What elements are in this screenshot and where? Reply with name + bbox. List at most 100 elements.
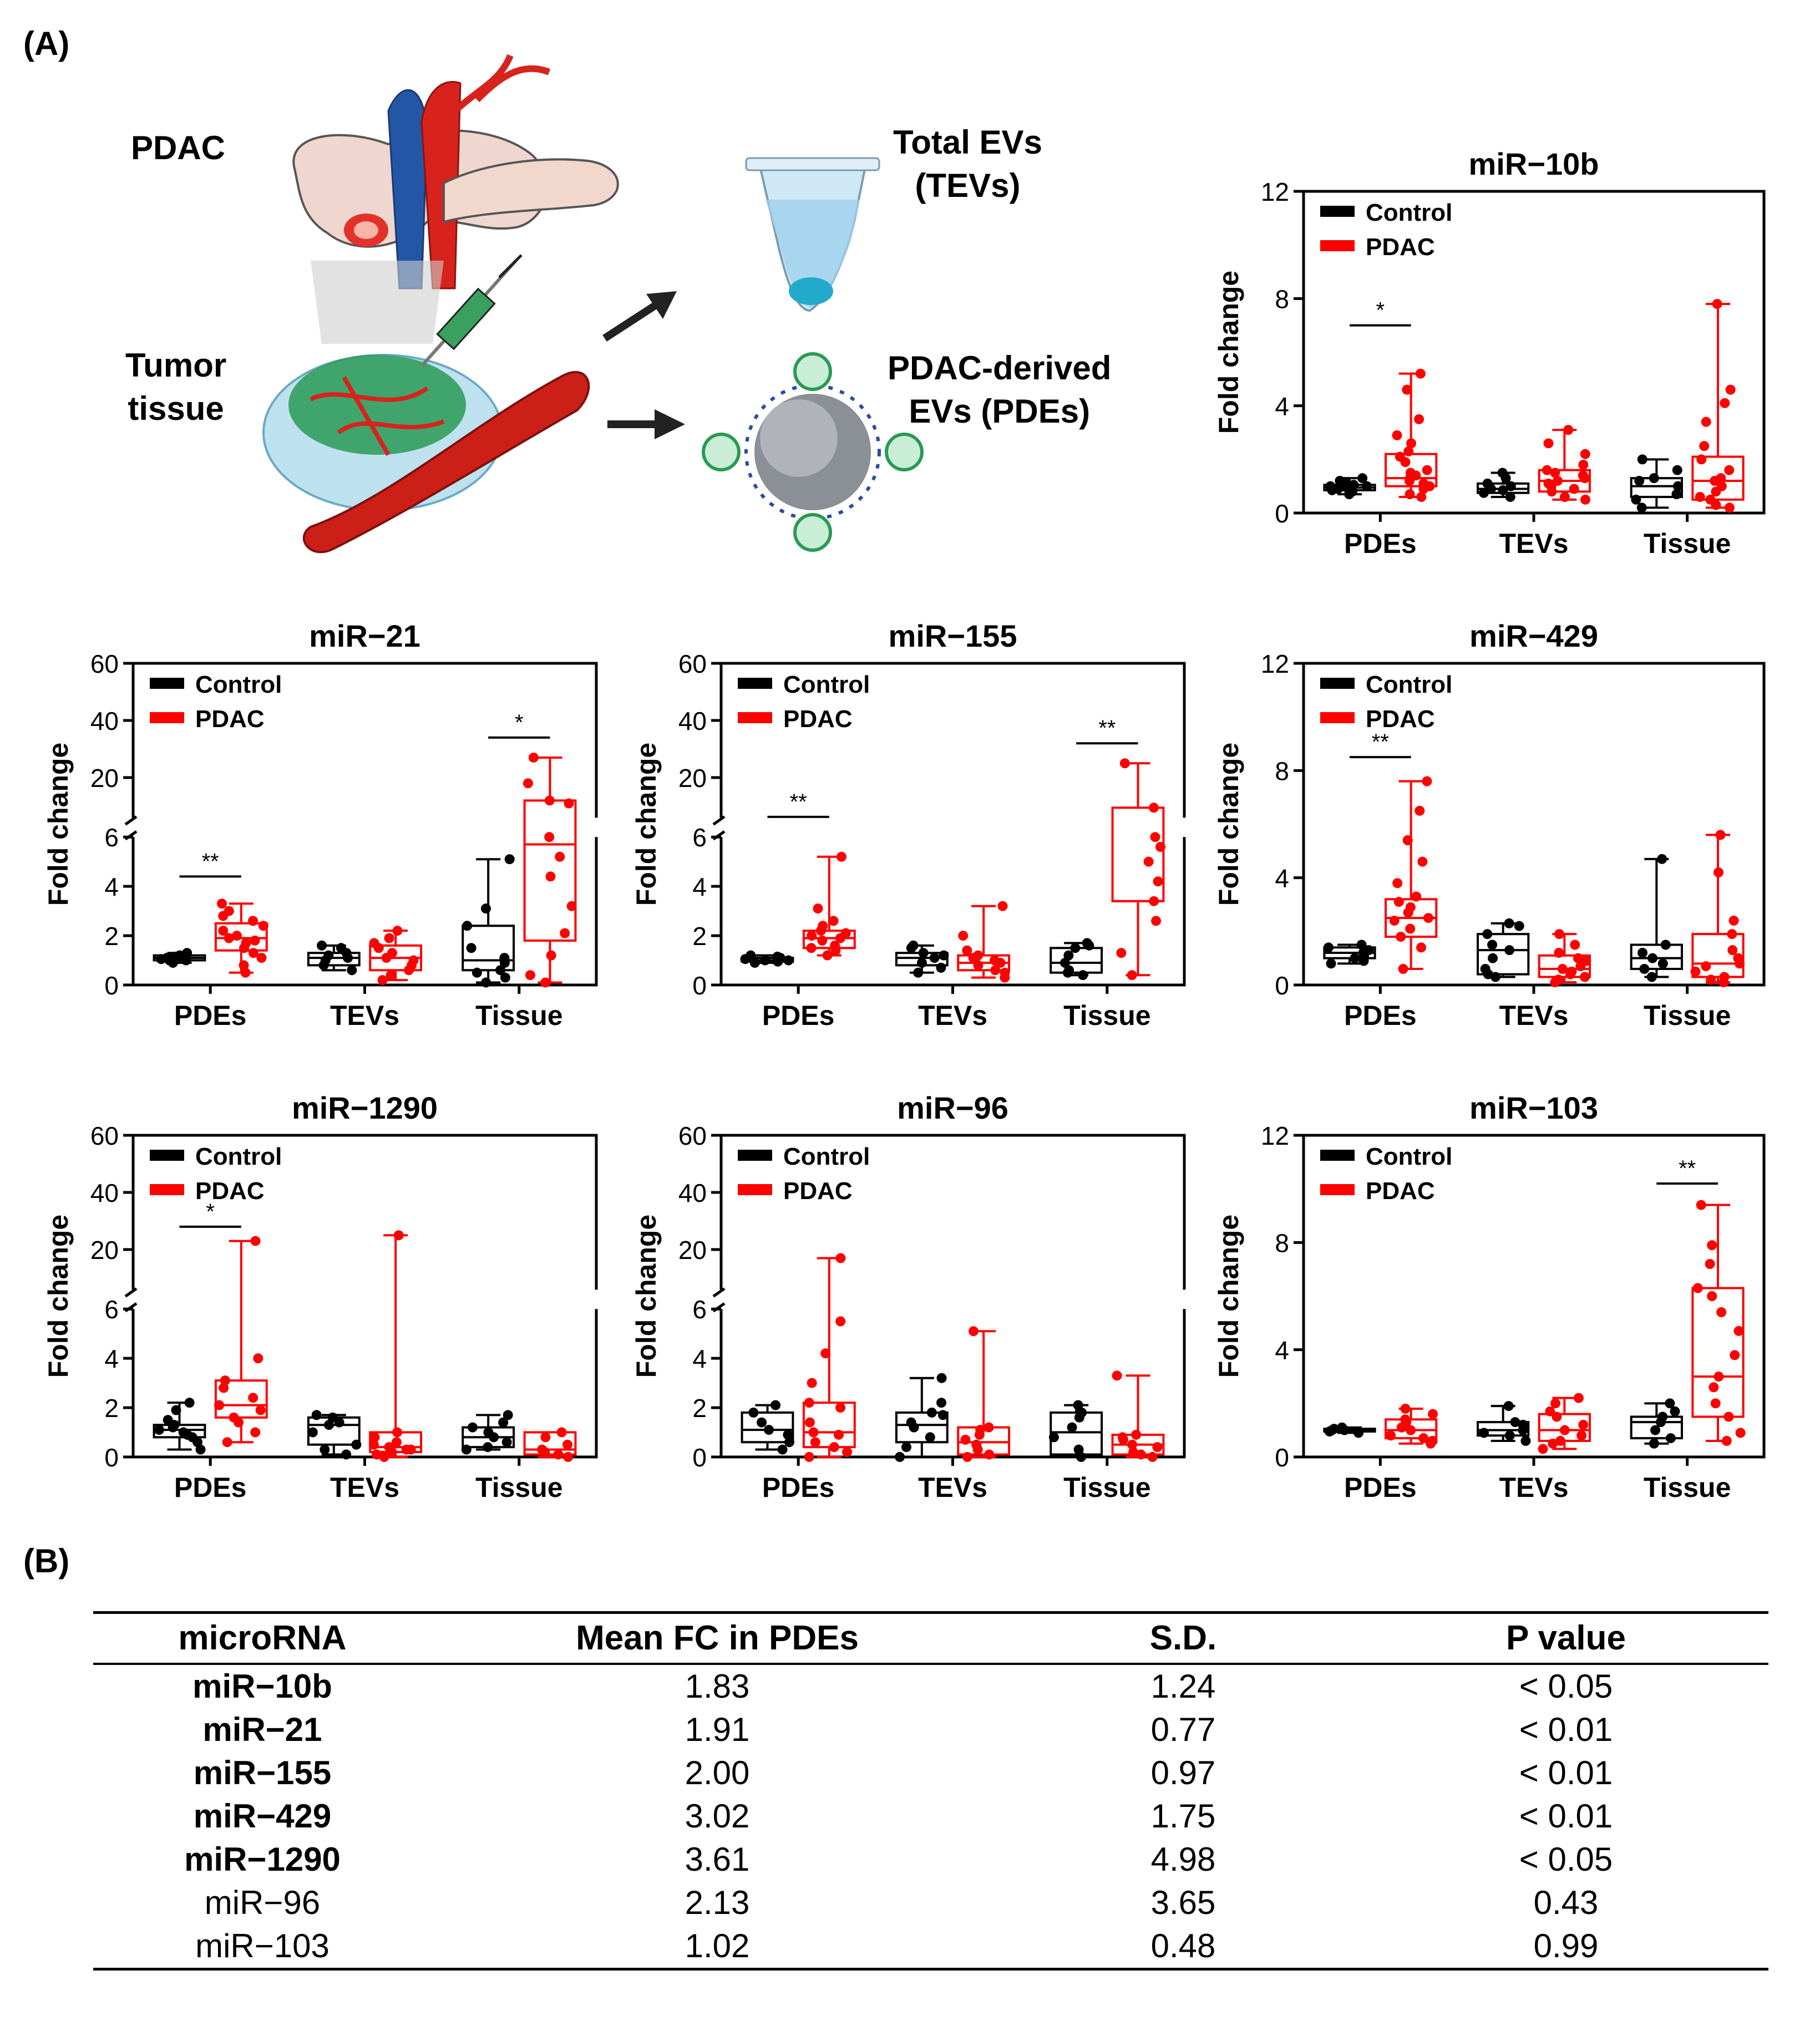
data-point	[1650, 1425, 1661, 1435]
cell-mean: 3.61	[685, 1841, 750, 1878]
data-point	[498, 1417, 509, 1428]
y-tick-label: 40	[678, 1179, 707, 1207]
data-point	[995, 957, 1006, 968]
data-point	[218, 911, 229, 921]
significance-label: *	[1376, 298, 1385, 323]
data-point	[379, 1452, 389, 1462]
data-point	[990, 965, 1001, 976]
data-point	[408, 955, 419, 966]
data-point	[481, 977, 491, 988]
box	[1385, 453, 1438, 488]
significance-label: **	[1098, 716, 1116, 740]
data-point	[461, 1444, 472, 1455]
axis-break	[712, 830, 726, 841]
significance-label: **	[1372, 730, 1389, 754]
axis-break	[712, 1287, 726, 1298]
data-point	[1358, 956, 1369, 966]
data-point	[906, 1417, 916, 1428]
data-point	[1147, 1452, 1158, 1462]
data-point	[1665, 1398, 1675, 1409]
data-point	[1076, 1452, 1086, 1462]
data-point	[1647, 953, 1658, 963]
data-point	[384, 1442, 394, 1453]
box	[1691, 455, 1745, 501]
data-point	[1721, 1436, 1732, 1446]
x-tick-label: Tissue	[475, 1000, 563, 1031]
data-point	[1500, 473, 1511, 484]
legend-swatch	[1320, 678, 1355, 689]
legend-swatch	[150, 1150, 184, 1161]
data-point	[1735, 958, 1745, 969]
data-point	[807, 1378, 817, 1388]
data-point	[1538, 1444, 1548, 1454]
data-point	[255, 1405, 266, 1415]
data-point	[936, 1373, 947, 1383]
data-point	[504, 854, 515, 865]
legend-label: Control	[783, 671, 870, 698]
table-row: miR−10b 1.83 1.24 < 0.05	[93, 1665, 1768, 1708]
data-point	[829, 1442, 839, 1453]
data-point	[489, 1432, 499, 1443]
data-point	[1546, 481, 1557, 491]
legend-label: Control	[783, 1143, 870, 1170]
data-point	[1725, 384, 1736, 395]
x-tick-label: TEVs	[1499, 528, 1568, 559]
significance-label: *	[206, 1200, 215, 1224]
data-point	[822, 950, 833, 961]
data-point	[217, 898, 227, 909]
cell-name: miR−103	[195, 1927, 329, 1964]
data-point	[392, 1427, 403, 1438]
data-point	[971, 1439, 982, 1450]
data-point	[1131, 1429, 1142, 1440]
y-tick-label: 40	[678, 707, 707, 735]
data-point	[772, 951, 783, 962]
data-point	[1503, 1401, 1514, 1411]
legend-label: PDAC	[195, 705, 265, 733]
data-point	[341, 1449, 352, 1460]
data-point	[974, 1429, 985, 1440]
data-point	[842, 1447, 853, 1458]
data-point	[830, 940, 840, 951]
data-point	[1553, 476, 1563, 486]
data-point	[1716, 473, 1726, 484]
data-point	[336, 943, 346, 953]
data-point	[1504, 1430, 1515, 1441]
legend-swatch	[150, 712, 184, 723]
data-point	[240, 967, 251, 978]
data-point	[327, 1412, 338, 1423]
cell-name: miR−21	[202, 1711, 322, 1748]
data-point	[163, 1415, 173, 1425]
data-point	[495, 965, 505, 976]
data-point	[156, 954, 166, 964]
x-tick-label: PDEs	[1344, 528, 1417, 559]
data-point	[936, 1398, 947, 1408]
chart-title: miR−155	[889, 618, 1017, 653]
header-mean-fc: Mean FC in PDEs	[576, 1619, 859, 1657]
table-row: miR−155 2.00 0.97 < 0.01	[93, 1751, 1768, 1795]
data-point	[560, 928, 570, 938]
data-point	[1719, 972, 1730, 982]
data-point	[323, 950, 334, 961]
data-point	[391, 1437, 402, 1448]
panel-a-label: (A)	[23, 25, 70, 62]
data-point	[1559, 492, 1570, 502]
data-point	[320, 1444, 330, 1455]
chart-title: miR−21	[309, 618, 420, 653]
y-tick-label: 20	[90, 1236, 119, 1265]
box	[1630, 1415, 1683, 1440]
data-point	[1327, 1425, 1337, 1435]
data-point	[1119, 758, 1130, 769]
box	[895, 952, 949, 967]
box	[1477, 482, 1530, 494]
legend-swatch	[1320, 240, 1355, 251]
data-point	[1155, 841, 1166, 852]
data-point	[1406, 1425, 1416, 1435]
data-point	[1631, 494, 1641, 505]
data-point	[224, 906, 234, 916]
cell-p: 0.99	[1533, 1927, 1599, 1964]
data-point	[164, 955, 175, 966]
data-point	[250, 935, 260, 946]
data-point	[1427, 1436, 1438, 1446]
data-point	[372, 1449, 382, 1460]
x-tick-label: PDEs	[762, 1472, 835, 1503]
